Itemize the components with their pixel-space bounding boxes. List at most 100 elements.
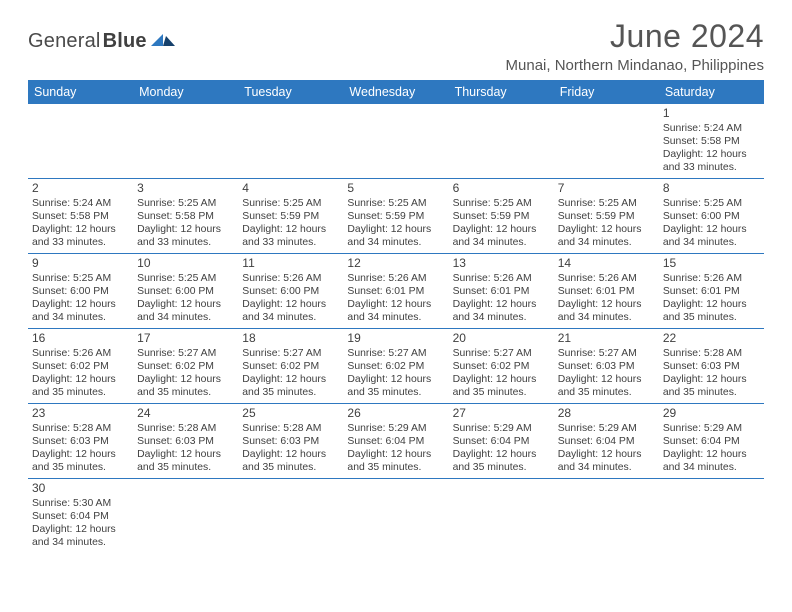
sunrise-line: Sunrise: 5:25 AM bbox=[558, 197, 655, 210]
day-number: 6 bbox=[453, 181, 550, 196]
calendar-cell: 1Sunrise: 5:24 AMSunset: 5:58 PMDaylight… bbox=[659, 104, 764, 178]
day-number: 7 bbox=[558, 181, 655, 196]
daylight-line: Daylight: 12 hours and 34 minutes. bbox=[137, 298, 234, 324]
day-number: 8 bbox=[663, 181, 760, 196]
daylight-line: Daylight: 12 hours and 35 minutes. bbox=[137, 373, 234, 399]
calendar-cell: 26Sunrise: 5:29 AMSunset: 6:04 PMDayligh… bbox=[343, 404, 448, 478]
calendar-cell bbox=[133, 104, 238, 178]
calendar-cell: 23Sunrise: 5:28 AMSunset: 6:03 PMDayligh… bbox=[28, 404, 133, 478]
sunrise-line: Sunrise: 5:25 AM bbox=[32, 272, 129, 285]
day-number: 11 bbox=[242, 256, 339, 271]
day-number: 4 bbox=[242, 181, 339, 196]
sunset-line: Sunset: 6:00 PM bbox=[242, 285, 339, 298]
daylight-line: Daylight: 12 hours and 34 minutes. bbox=[558, 448, 655, 474]
day-number: 26 bbox=[347, 406, 444, 421]
day-number: 27 bbox=[453, 406, 550, 421]
daylight-line: Daylight: 12 hours and 34 minutes. bbox=[558, 298, 655, 324]
sunrise-line: Sunrise: 5:28 AM bbox=[137, 422, 234, 435]
sunrise-line: Sunrise: 5:27 AM bbox=[558, 347, 655, 360]
sunrise-line: Sunrise: 5:30 AM bbox=[32, 497, 129, 510]
brand-name-a: General bbox=[28, 30, 101, 53]
dow-label: Tuesday bbox=[238, 80, 343, 104]
sunset-line: Sunset: 5:58 PM bbox=[663, 135, 760, 148]
sunset-line: Sunset: 6:03 PM bbox=[558, 360, 655, 373]
dow-label: Wednesday bbox=[343, 80, 448, 104]
page-header: General Blue June 2024 Munai, Northern M… bbox=[28, 18, 764, 74]
day-number: 16 bbox=[32, 331, 129, 346]
day-number: 25 bbox=[242, 406, 339, 421]
sunrise-line: Sunrise: 5:26 AM bbox=[558, 272, 655, 285]
day-number: 22 bbox=[663, 331, 760, 346]
sunset-line: Sunset: 5:59 PM bbox=[347, 210, 444, 223]
day-number: 24 bbox=[137, 406, 234, 421]
calendar-cell: 7Sunrise: 5:25 AMSunset: 5:59 PMDaylight… bbox=[554, 179, 659, 253]
calendar-week: 1Sunrise: 5:24 AMSunset: 5:58 PMDaylight… bbox=[28, 104, 764, 179]
day-number: 17 bbox=[137, 331, 234, 346]
daylight-line: Daylight: 12 hours and 35 minutes. bbox=[453, 448, 550, 474]
sunrise-line: Sunrise: 5:26 AM bbox=[453, 272, 550, 285]
sunset-line: Sunset: 6:04 PM bbox=[663, 435, 760, 448]
calendar-cell: 20Sunrise: 5:27 AMSunset: 6:02 PMDayligh… bbox=[449, 329, 554, 403]
day-number: 1 bbox=[663, 106, 760, 121]
day-number: 23 bbox=[32, 406, 129, 421]
calendar-cell bbox=[554, 479, 659, 553]
daylight-line: Daylight: 12 hours and 33 minutes. bbox=[663, 148, 760, 174]
sunrise-line: Sunrise: 5:28 AM bbox=[242, 422, 339, 435]
day-number: 13 bbox=[453, 256, 550, 271]
day-number: 28 bbox=[558, 406, 655, 421]
sunrise-line: Sunrise: 5:25 AM bbox=[347, 197, 444, 210]
daylight-line: Daylight: 12 hours and 34 minutes. bbox=[347, 223, 444, 249]
sunset-line: Sunset: 6:04 PM bbox=[453, 435, 550, 448]
sunrise-line: Sunrise: 5:28 AM bbox=[663, 347, 760, 360]
daylight-line: Daylight: 12 hours and 35 minutes. bbox=[347, 448, 444, 474]
daylight-line: Daylight: 12 hours and 34 minutes. bbox=[32, 298, 129, 324]
sunset-line: Sunset: 6:00 PM bbox=[137, 285, 234, 298]
calendar-cell: 29Sunrise: 5:29 AMSunset: 6:04 PMDayligh… bbox=[659, 404, 764, 478]
day-number: 18 bbox=[242, 331, 339, 346]
calendar-cell: 3Sunrise: 5:25 AMSunset: 5:58 PMDaylight… bbox=[133, 179, 238, 253]
sunset-line: Sunset: 6:03 PM bbox=[137, 435, 234, 448]
sunrise-line: Sunrise: 5:26 AM bbox=[347, 272, 444, 285]
brand-name-b: Blue bbox=[103, 30, 147, 53]
location-label: Munai, Northern Mindanao, Philippines bbox=[506, 57, 764, 74]
sunset-line: Sunset: 5:59 PM bbox=[453, 210, 550, 223]
sunrise-line: Sunrise: 5:28 AM bbox=[32, 422, 129, 435]
calendar-cell bbox=[133, 479, 238, 553]
calendar-cell: 9Sunrise: 5:25 AMSunset: 6:00 PMDaylight… bbox=[28, 254, 133, 328]
brand-logo: General Blue bbox=[28, 18, 177, 53]
calendar-cell: 12Sunrise: 5:26 AMSunset: 6:01 PMDayligh… bbox=[343, 254, 448, 328]
calendar-cell: 4Sunrise: 5:25 AMSunset: 5:59 PMDaylight… bbox=[238, 179, 343, 253]
calendar-cell: 14Sunrise: 5:26 AMSunset: 6:01 PMDayligh… bbox=[554, 254, 659, 328]
daylight-line: Daylight: 12 hours and 34 minutes. bbox=[663, 223, 760, 249]
daylight-line: Daylight: 12 hours and 35 minutes. bbox=[558, 373, 655, 399]
calendar-page: General Blue June 2024 Munai, Northern M… bbox=[0, 0, 792, 612]
sunset-line: Sunset: 6:03 PM bbox=[32, 435, 129, 448]
sunset-line: Sunset: 6:01 PM bbox=[453, 285, 550, 298]
sunrise-line: Sunrise: 5:24 AM bbox=[663, 122, 760, 135]
sunset-line: Sunset: 5:58 PM bbox=[137, 210, 234, 223]
sunrise-line: Sunrise: 5:26 AM bbox=[242, 272, 339, 285]
calendar-cell: 2Sunrise: 5:24 AMSunset: 5:58 PMDaylight… bbox=[28, 179, 133, 253]
daylight-line: Daylight: 12 hours and 34 minutes. bbox=[453, 298, 550, 324]
dow-label: Friday bbox=[554, 80, 659, 104]
sunset-line: Sunset: 6:01 PM bbox=[558, 285, 655, 298]
sunset-line: Sunset: 6:00 PM bbox=[663, 210, 760, 223]
calendar-cell bbox=[238, 479, 343, 553]
sunset-line: Sunset: 5:59 PM bbox=[242, 210, 339, 223]
daylight-line: Daylight: 12 hours and 35 minutes. bbox=[32, 373, 129, 399]
sunrise-line: Sunrise: 5:29 AM bbox=[453, 422, 550, 435]
calendar-cell: 24Sunrise: 5:28 AMSunset: 6:03 PMDayligh… bbox=[133, 404, 238, 478]
sunset-line: Sunset: 5:59 PM bbox=[558, 210, 655, 223]
day-number: 29 bbox=[663, 406, 760, 421]
sunset-line: Sunset: 6:02 PM bbox=[137, 360, 234, 373]
daylight-line: Daylight: 12 hours and 35 minutes. bbox=[32, 448, 129, 474]
calendar-cell: 22Sunrise: 5:28 AMSunset: 6:03 PMDayligh… bbox=[659, 329, 764, 403]
calendar-body: 1Sunrise: 5:24 AMSunset: 5:58 PMDaylight… bbox=[28, 104, 764, 553]
daylight-line: Daylight: 12 hours and 33 minutes. bbox=[242, 223, 339, 249]
daylight-line: Daylight: 12 hours and 34 minutes. bbox=[242, 298, 339, 324]
calendar-cell: 10Sunrise: 5:25 AMSunset: 6:00 PMDayligh… bbox=[133, 254, 238, 328]
calendar-cell: 27Sunrise: 5:29 AMSunset: 6:04 PMDayligh… bbox=[449, 404, 554, 478]
daylight-line: Daylight: 12 hours and 35 minutes. bbox=[663, 298, 760, 324]
calendar-cell bbox=[343, 104, 448, 178]
daylight-line: Daylight: 12 hours and 34 minutes. bbox=[558, 223, 655, 249]
